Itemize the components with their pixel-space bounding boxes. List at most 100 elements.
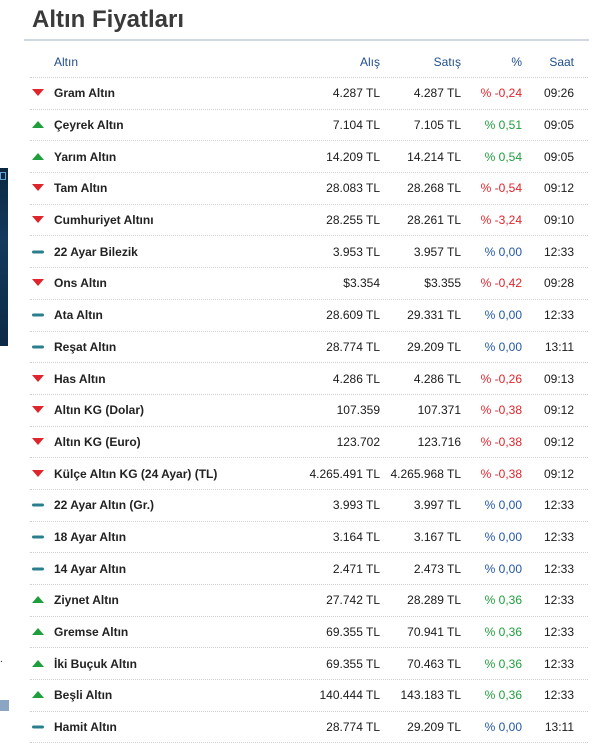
gold-name-link[interactable]: Altın KG (Euro): [54, 434, 141, 449]
buy-price: 4.265.491 TL: [309, 466, 380, 481]
gold-name-link[interactable]: 18 Ayar Altın: [54, 529, 127, 544]
column-header-buy[interactable]: Alış: [359, 55, 380, 69]
change-percent: % -0,38: [480, 403, 522, 418]
update-time: 12:33: [543, 688, 574, 703]
change-percent: % 0,00: [484, 529, 522, 544]
change-percent: % 0,54: [484, 149, 522, 164]
column-header-sell[interactable]: Satış: [433, 55, 461, 69]
update-time: 09:12: [543, 181, 574, 196]
buy-price: 7.104 TL: [332, 118, 380, 133]
table-row[interactable]: 22 Ayar Bilezik 3.953 TL 3.957 TL % 0,00 12:…: [30, 236, 588, 269]
sidebar-button-fragment[interactable]: [0, 700, 9, 711]
sell-price: 3.167 TL: [413, 529, 461, 544]
column-header-time[interactable]: Saat: [549, 55, 574, 69]
sell-price: 4.287 TL: [413, 86, 461, 101]
update-time: 12:33: [543, 498, 574, 513]
gold-name-link[interactable]: Beşli Altın: [54, 688, 113, 703]
table-row[interactable]: 22 Ayar Altın (Gr.) 3.993 TL 3.997 TL % 0,0…: [30, 490, 588, 522]
gold-name-link[interactable]: Külçe Altın KG (24 Ayar) (TL): [54, 466, 218, 481]
sell-price: 3.997 TL: [413, 498, 461, 513]
table-row[interactable]: Gram Altın 4.287 TL 4.287 TL % -0,24 09:26: [30, 78, 588, 110]
buy-price: $3.354: [343, 276, 380, 291]
table-row[interactable]: Beşli Altın 140.444 TL 143.183 TL % 0,36 12:…: [30, 680, 588, 712]
gold-name-link[interactable]: Tam Altın: [54, 181, 108, 196]
gold-name-link[interactable]: İki Buçuk Altın: [54, 656, 137, 671]
title-divider: [24, 39, 589, 41]
change-percent: % 0,00: [484, 498, 522, 513]
triangle-down-icon: [32, 406, 44, 414]
buy-price: 107.359: [336, 403, 380, 418]
gold-name-link[interactable]: Altın KG (Dolar): [54, 403, 144, 418]
table-row[interactable]: Cumhuriyet Altını 28.255 TL 28.261 TL % -3,…: [30, 205, 588, 237]
update-time: 12:33: [543, 656, 574, 671]
table-row[interactable]: 18 Ayar Altın 3.164 TL 3.167 TL % 0,00 12:33: [30, 522, 588, 554]
gold-name-link[interactable]: 14 Ayar Altın: [54, 561, 127, 576]
gold-name-link[interactable]: Gremse Altın: [54, 625, 129, 640]
gold-name-link[interactable]: Ziynet Altın: [54, 593, 119, 608]
change-percent: % 0,36: [484, 625, 522, 640]
triangle-up-icon: [32, 659, 44, 668]
table-row[interactable]: İki Buçuk Altın 69.355 TL 70.463 TL % 0,36 1…: [30, 648, 588, 681]
table-row[interactable]: Külçe Altın KG (24 Ayar) (TL) 4.265.491 T…: [30, 458, 588, 490]
page-title: Altın Fiyatları: [32, 6, 185, 33]
table-row[interactable]: Altın KG (Dolar) 107.359 107.371 % -0,38 09:…: [30, 395, 588, 427]
buy-price: 2.471 TL: [332, 561, 380, 576]
change-percent: % 0,00: [484, 244, 522, 259]
dash-icon: [32, 311, 44, 319]
gold-name-link[interactable]: Hamit Altın: [54, 720, 117, 735]
triangle-up-icon: [32, 121, 44, 129]
column-header-name[interactable]: Altın: [54, 55, 79, 69]
gold-name-link[interactable]: Gram Altın: [54, 86, 115, 101]
table-row[interactable]: Hamit Altın 28.774 TL 29.209 TL % 0,00 13:11: [30, 712, 588, 744]
buy-price: 28.774 TL: [326, 339, 380, 354]
gold-name-link[interactable]: Ons Altın: [54, 276, 107, 291]
sell-price: 70.463 TL: [407, 656, 461, 671]
gold-name-link[interactable]: Yarım Altın: [54, 149, 117, 164]
triangle-down-icon: [32, 89, 44, 97]
table-row[interactable]: Tam Altın 28.083 TL 28.268 TL % -0,54 09:12: [30, 173, 588, 205]
table-row[interactable]: Gremse Altın 69.355 TL 70.941 TL % 0,36 12:3…: [30, 617, 588, 649]
dash-icon: [32, 533, 44, 541]
table-row[interactable]: Yarım Altın 14.209 TL 14.214 TL % 0,54 09:05: [30, 141, 588, 174]
table-row[interactable]: Ata Altın 28.609 TL 29.331 TL % 0,00 12:33: [30, 300, 588, 332]
triangle-up-icon: [32, 691, 44, 699]
column-header-percent[interactable]: %: [511, 55, 522, 69]
sell-price: 107.371: [417, 403, 461, 418]
dash-icon: [32, 248, 44, 256]
update-time: 13:11: [544, 339, 574, 354]
table-row[interactable]: Ons Altın $3.354 $3.355 % -0,42 09:28: [30, 268, 588, 300]
gold-name-link[interactable]: Çeyrek Altın: [54, 118, 124, 133]
sell-price: 70.941 TL: [407, 625, 461, 640]
table-row[interactable]: Ziynet Altın 27.742 TL 28.289 TL % 0,36 12:3…: [30, 585, 588, 617]
table-row[interactable]: Reşat Altın 28.774 TL 29.209 TL % 0,00 13:11: [30, 332, 588, 364]
gold-name-link[interactable]: 22 Ayar Bilezik: [54, 244, 138, 259]
sidebar-text-fragment: .: [0, 654, 3, 665]
sell-price: 28.289 TL: [407, 593, 461, 608]
triangle-up-icon: [32, 628, 44, 636]
sidebar-image-fragment[interactable]: [0, 168, 8, 346]
change-percent: % -0,42: [480, 276, 522, 291]
table-row[interactable]: Altın KG (Euro) 123.702 123.716 % -0,38 09:1…: [30, 427, 588, 459]
triangle-down-icon: [32, 279, 44, 287]
change-percent: % 0,00: [484, 561, 522, 576]
update-time: 09:12: [543, 403, 574, 418]
gold-name-link[interactable]: Reşat Altın: [54, 339, 117, 354]
gold-name-link[interactable]: Ata Altın: [54, 308, 103, 323]
sell-price: 28.261 TL: [407, 213, 461, 228]
table-row[interactable]: 14 Ayar Altın 2.471 TL 2.473 TL % 0,00 12:33: [30, 553, 588, 585]
update-time: 12:33: [543, 593, 574, 608]
buy-price: 14.209 TL: [326, 149, 380, 164]
gold-name-link[interactable]: Has Altın: [54, 371, 106, 386]
update-time: 09:12: [543, 434, 574, 449]
table-row[interactable]: Çeyrek Altın 7.104 TL 7.105 TL % 0,51 09:05: [30, 110, 588, 142]
table-row[interactable]: Has Altın 4.286 TL 4.286 TL % -0,26 09:13: [30, 363, 588, 395]
update-time: 12:33: [543, 561, 574, 576]
buy-price: 28.774 TL: [326, 720, 380, 735]
update-time: 09:05: [543, 149, 574, 164]
buy-price: 3.164 TL: [332, 529, 380, 544]
dash-icon: [32, 343, 44, 351]
gold-name-link[interactable]: Cumhuriyet Altını: [54, 213, 154, 228]
triangle-down-icon: [32, 216, 44, 224]
sell-price: 14.214 TL: [407, 149, 461, 164]
gold-name-link[interactable]: 22 Ayar Altın (Gr.): [54, 498, 155, 513]
